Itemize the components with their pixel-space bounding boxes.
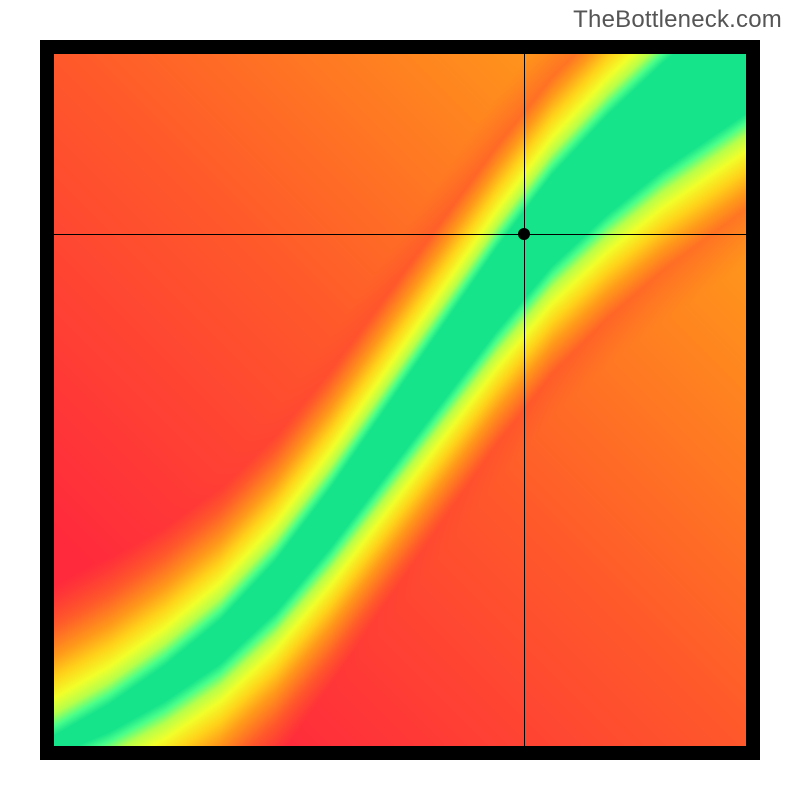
- data-marker: [518, 228, 530, 240]
- crosshair-vertical: [524, 54, 525, 746]
- heatmap-canvas: [54, 54, 746, 746]
- chart-frame: [40, 40, 760, 760]
- watermark-text: TheBottleneck.com: [573, 6, 782, 34]
- plot-area: [54, 54, 746, 746]
- chart-container: TheBottleneck.com: [0, 0, 800, 800]
- crosshair-horizontal: [54, 234, 746, 235]
